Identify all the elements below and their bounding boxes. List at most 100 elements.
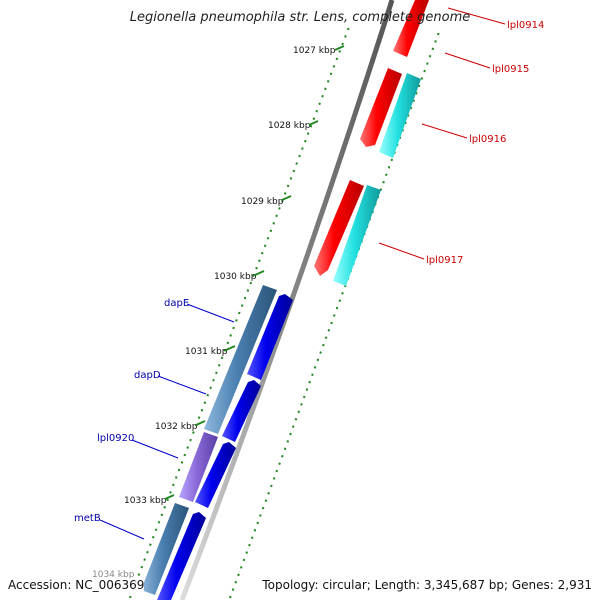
ring-dot (189, 438, 192, 442)
ring-dot (137, 573, 141, 576)
ring-dot (206, 393, 210, 397)
ring-dot (169, 491, 172, 494)
cog-lpl0920[interactable] (179, 432, 218, 502)
ring-dot (270, 484, 273, 488)
ring-dot (149, 543, 152, 546)
ring-dot (338, 299, 342, 302)
ring-dot (297, 410, 300, 414)
ring-dot (252, 274, 255, 277)
ring-dot (172, 483, 175, 487)
label-lpl0914[interactable]: lpl0914 (507, 20, 544, 31)
ring-dot (330, 321, 333, 325)
ring-dot (237, 573, 240, 577)
ring-dot (240, 304, 244, 307)
ring-dot (245, 551, 248, 554)
ring-dot (220, 356, 224, 360)
ring-dot (246, 289, 250, 292)
ring-dot (275, 469, 279, 473)
ring-dot (341, 291, 344, 295)
cog-track-left (141, 285, 277, 595)
ring-dot (298, 154, 301, 158)
ring-dot (313, 366, 317, 369)
cog-lpl0916[interactable] (379, 73, 421, 158)
ring-dot (295, 162, 298, 165)
gene-metB[interactable] (157, 512, 206, 600)
label-lpl0920[interactable]: lpl0920 (97, 433, 134, 444)
ring-dot (146, 550, 149, 554)
ring-dot (275, 214, 278, 218)
ring-dot (326, 80, 330, 83)
ring-dot (382, 180, 385, 184)
ring-dot (140, 565, 144, 569)
ring-dot (203, 401, 207, 404)
ring-dot (283, 192, 287, 195)
label-dapE[interactable]: dapE (164, 298, 189, 309)
ring-dot (278, 207, 281, 210)
ring-dot (289, 432, 292, 436)
label-lpl0916[interactable]: lpl0916 (469, 134, 506, 145)
label-lpl0917[interactable]: lpl0917 (426, 255, 463, 266)
ring-dot (327, 329, 331, 332)
gene-dapD[interactable] (222, 380, 261, 442)
ring-dot (412, 99, 415, 102)
ring-dot (263, 244, 267, 248)
ring-dot (335, 57, 339, 61)
ring-dot (434, 40, 437, 43)
genome-backbone (179, 0, 395, 600)
label-dapD[interactable]: dapD (134, 370, 161, 381)
ring-dot (312, 117, 316, 120)
ring-dot (255, 266, 258, 270)
ring-dot (231, 588, 235, 591)
cog-lpl0917[interactable] (333, 185, 381, 286)
ring-dot (385, 173, 388, 177)
ring-dot (183, 453, 187, 457)
gene-dapE[interactable] (247, 294, 293, 380)
reverse-strand-genes (314, 0, 429, 276)
ring-dot (180, 461, 184, 464)
ring-dot (260, 251, 264, 255)
ring-dot (267, 492, 270, 495)
ring-dot (243, 296, 247, 300)
topology-label: Topology: circular; Length: 3,345,687 bp… (262, 578, 592, 592)
ring-dot (163, 506, 166, 509)
ring-dot (324, 87, 327, 91)
ring-dot (335, 306, 339, 310)
ring-dot (301, 147, 304, 150)
ring-dot (229, 595, 232, 599)
ring-dot (428, 54, 432, 58)
tick-label-1027: 1027 kbp (293, 46, 336, 56)
tick-label-1028: 1028 kbp (268, 121, 311, 131)
ring-dot (341, 42, 344, 46)
ring-dot (238, 311, 241, 315)
cog-metB[interactable] (141, 503, 189, 595)
left-gene-labels: dapE dapD lpl0920 metB (74, 298, 235, 540)
tick-label-1032: 1032 kbp (155, 422, 198, 432)
ring-dot (304, 139, 307, 143)
ring-dot (209, 386, 212, 390)
ring-dot (154, 528, 158, 532)
ring-dot (286, 440, 290, 443)
ring-dot (278, 462, 281, 465)
ring-dot (289, 177, 293, 180)
ring-dot (160, 513, 164, 517)
tick-label-1033: 1033 kbp (124, 496, 167, 506)
ring-dot (329, 72, 333, 76)
cog-dapE[interactable] (204, 285, 277, 434)
ring-dot (292, 169, 296, 173)
ring-dot (266, 236, 270, 240)
right-gene-labels: lpl0914 lpl0915 lpl0916 lpl0917 (378, 7, 544, 266)
ring-dot (281, 454, 284, 458)
ring-dot (157, 520, 161, 524)
ring-dot (200, 408, 204, 412)
gene-lpl0915[interactable] (360, 68, 402, 147)
ring-dot (197, 416, 201, 419)
label-metB[interactable]: metB (74, 513, 101, 524)
tick-label-1029: 1029 kbp (241, 197, 284, 207)
ring-dot (338, 50, 341, 53)
ring-dot (239, 566, 243, 569)
gene-lpl0917[interactable] (314, 180, 364, 276)
ring-dot (272, 477, 276, 480)
label-lpl0915[interactable]: lpl0915 (492, 64, 529, 75)
gene-lpl0920[interactable] (195, 442, 236, 508)
gene-lpl0914[interactable] (393, 0, 429, 57)
